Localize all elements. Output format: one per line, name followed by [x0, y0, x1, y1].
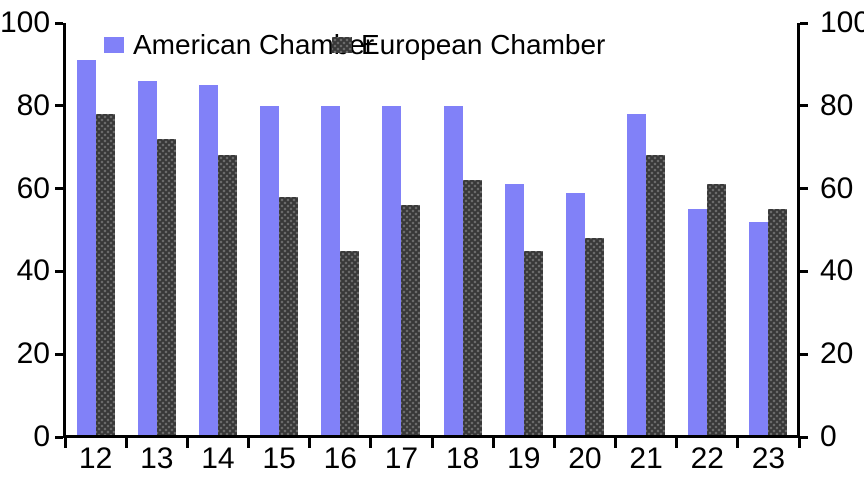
x-tick	[491, 437, 495, 448]
y-axis-label-right: 60	[820, 171, 854, 205]
x-axis-label-21: 21	[629, 442, 663, 475]
y-tick-right	[800, 187, 808, 191]
bar-european-20	[584, 238, 604, 437]
y-tick-right	[800, 104, 808, 108]
x-axis-label-12: 12	[78, 442, 113, 475]
y-tick-left	[55, 104, 63, 108]
x-axis-label-19: 19	[507, 442, 541, 475]
x-axis-label-20: 20	[568, 442, 602, 475]
y-axis-label-right: 0	[820, 420, 837, 453]
y-axis-label-right: 80	[820, 88, 854, 122]
bar-european-14	[217, 155, 237, 437]
legend-swatch-american-icon	[104, 37, 124, 53]
bar-european-15	[279, 196, 299, 437]
y-tick-right	[800, 352, 808, 356]
bar-european-17	[401, 205, 421, 437]
x-tick	[675, 437, 679, 448]
bar-american-22	[688, 209, 708, 437]
y-axis-label-left: 80	[16, 88, 50, 122]
x-tick	[124, 437, 128, 448]
x-axis-label-13: 13	[140, 442, 174, 475]
bar-european-18	[462, 180, 482, 437]
y-axis-label-right: 100	[820, 6, 864, 39]
y-tick-right	[800, 21, 808, 25]
x-tick	[552, 437, 556, 448]
bar-american-12	[76, 60, 96, 437]
bar-european-12	[95, 114, 115, 437]
bar-european-22	[707, 184, 727, 437]
y-axis-label-left: 0	[33, 420, 50, 453]
bar-american-23	[749, 221, 769, 437]
bar-american-14	[198, 85, 218, 437]
x-axis-label-17: 17	[384, 442, 419, 475]
legend-label-european: European Chamber	[361, 29, 606, 60]
y-axis-left	[63, 23, 66, 437]
y-axis-label-left: 60	[16, 171, 50, 205]
y-tick-left	[55, 187, 63, 191]
x-tick	[614, 437, 617, 448]
x-tick	[369, 437, 373, 448]
x-tick	[430, 437, 434, 448]
y-axis-label-right: 40	[820, 254, 854, 288]
x-axis-label-14: 14	[201, 442, 235, 475]
bar-american-20	[565, 192, 585, 437]
x-tick	[247, 437, 250, 448]
x-axis-label-23: 23	[751, 442, 786, 475]
y-tick-right	[800, 269, 808, 273]
y-axis-label-left: 100	[0, 6, 51, 39]
bar-european-16	[340, 250, 360, 437]
y-tick-left	[55, 352, 63, 356]
bar-european-23	[768, 209, 788, 437]
legend-swatch-european-icon	[332, 37, 352, 53]
y-axis-label-right: 20	[820, 337, 854, 371]
plot-area	[65, 23, 799, 437]
y-axis-label-left: 40	[16, 254, 50, 288]
y-axis-right	[797, 23, 800, 437]
x-axis-label-15: 15	[262, 442, 296, 475]
x-axis-label-18: 18	[445, 442, 480, 475]
bar-european-21	[646, 155, 666, 437]
x-tick	[185, 437, 189, 448]
x-axis-label-16: 16	[323, 442, 357, 475]
bar-american-13	[137, 80, 157, 437]
bar-european-13	[156, 138, 176, 437]
y-tick-left	[55, 21, 63, 25]
legend-item-european: European Chamber	[332, 29, 606, 60]
x-tick	[736, 437, 740, 448]
bar-american-16	[321, 105, 341, 437]
y-tick-left	[55, 269, 63, 273]
x-tick	[797, 437, 801, 448]
x-axis-label-22: 22	[690, 442, 724, 475]
bar-american-21	[627, 114, 647, 437]
bar-american-18	[443, 105, 463, 437]
y-tick-left	[55, 435, 63, 439]
bar-american-15	[260, 105, 280, 437]
x-tick	[308, 437, 312, 448]
y-tick-right	[800, 435, 808, 439]
bar-american-19	[504, 184, 524, 437]
bar-american-17	[382, 105, 402, 437]
x-axis	[63, 435, 800, 438]
y-axis-label-left: 20	[16, 337, 50, 371]
x-tick	[63, 437, 67, 448]
bar-european-19	[523, 250, 543, 437]
